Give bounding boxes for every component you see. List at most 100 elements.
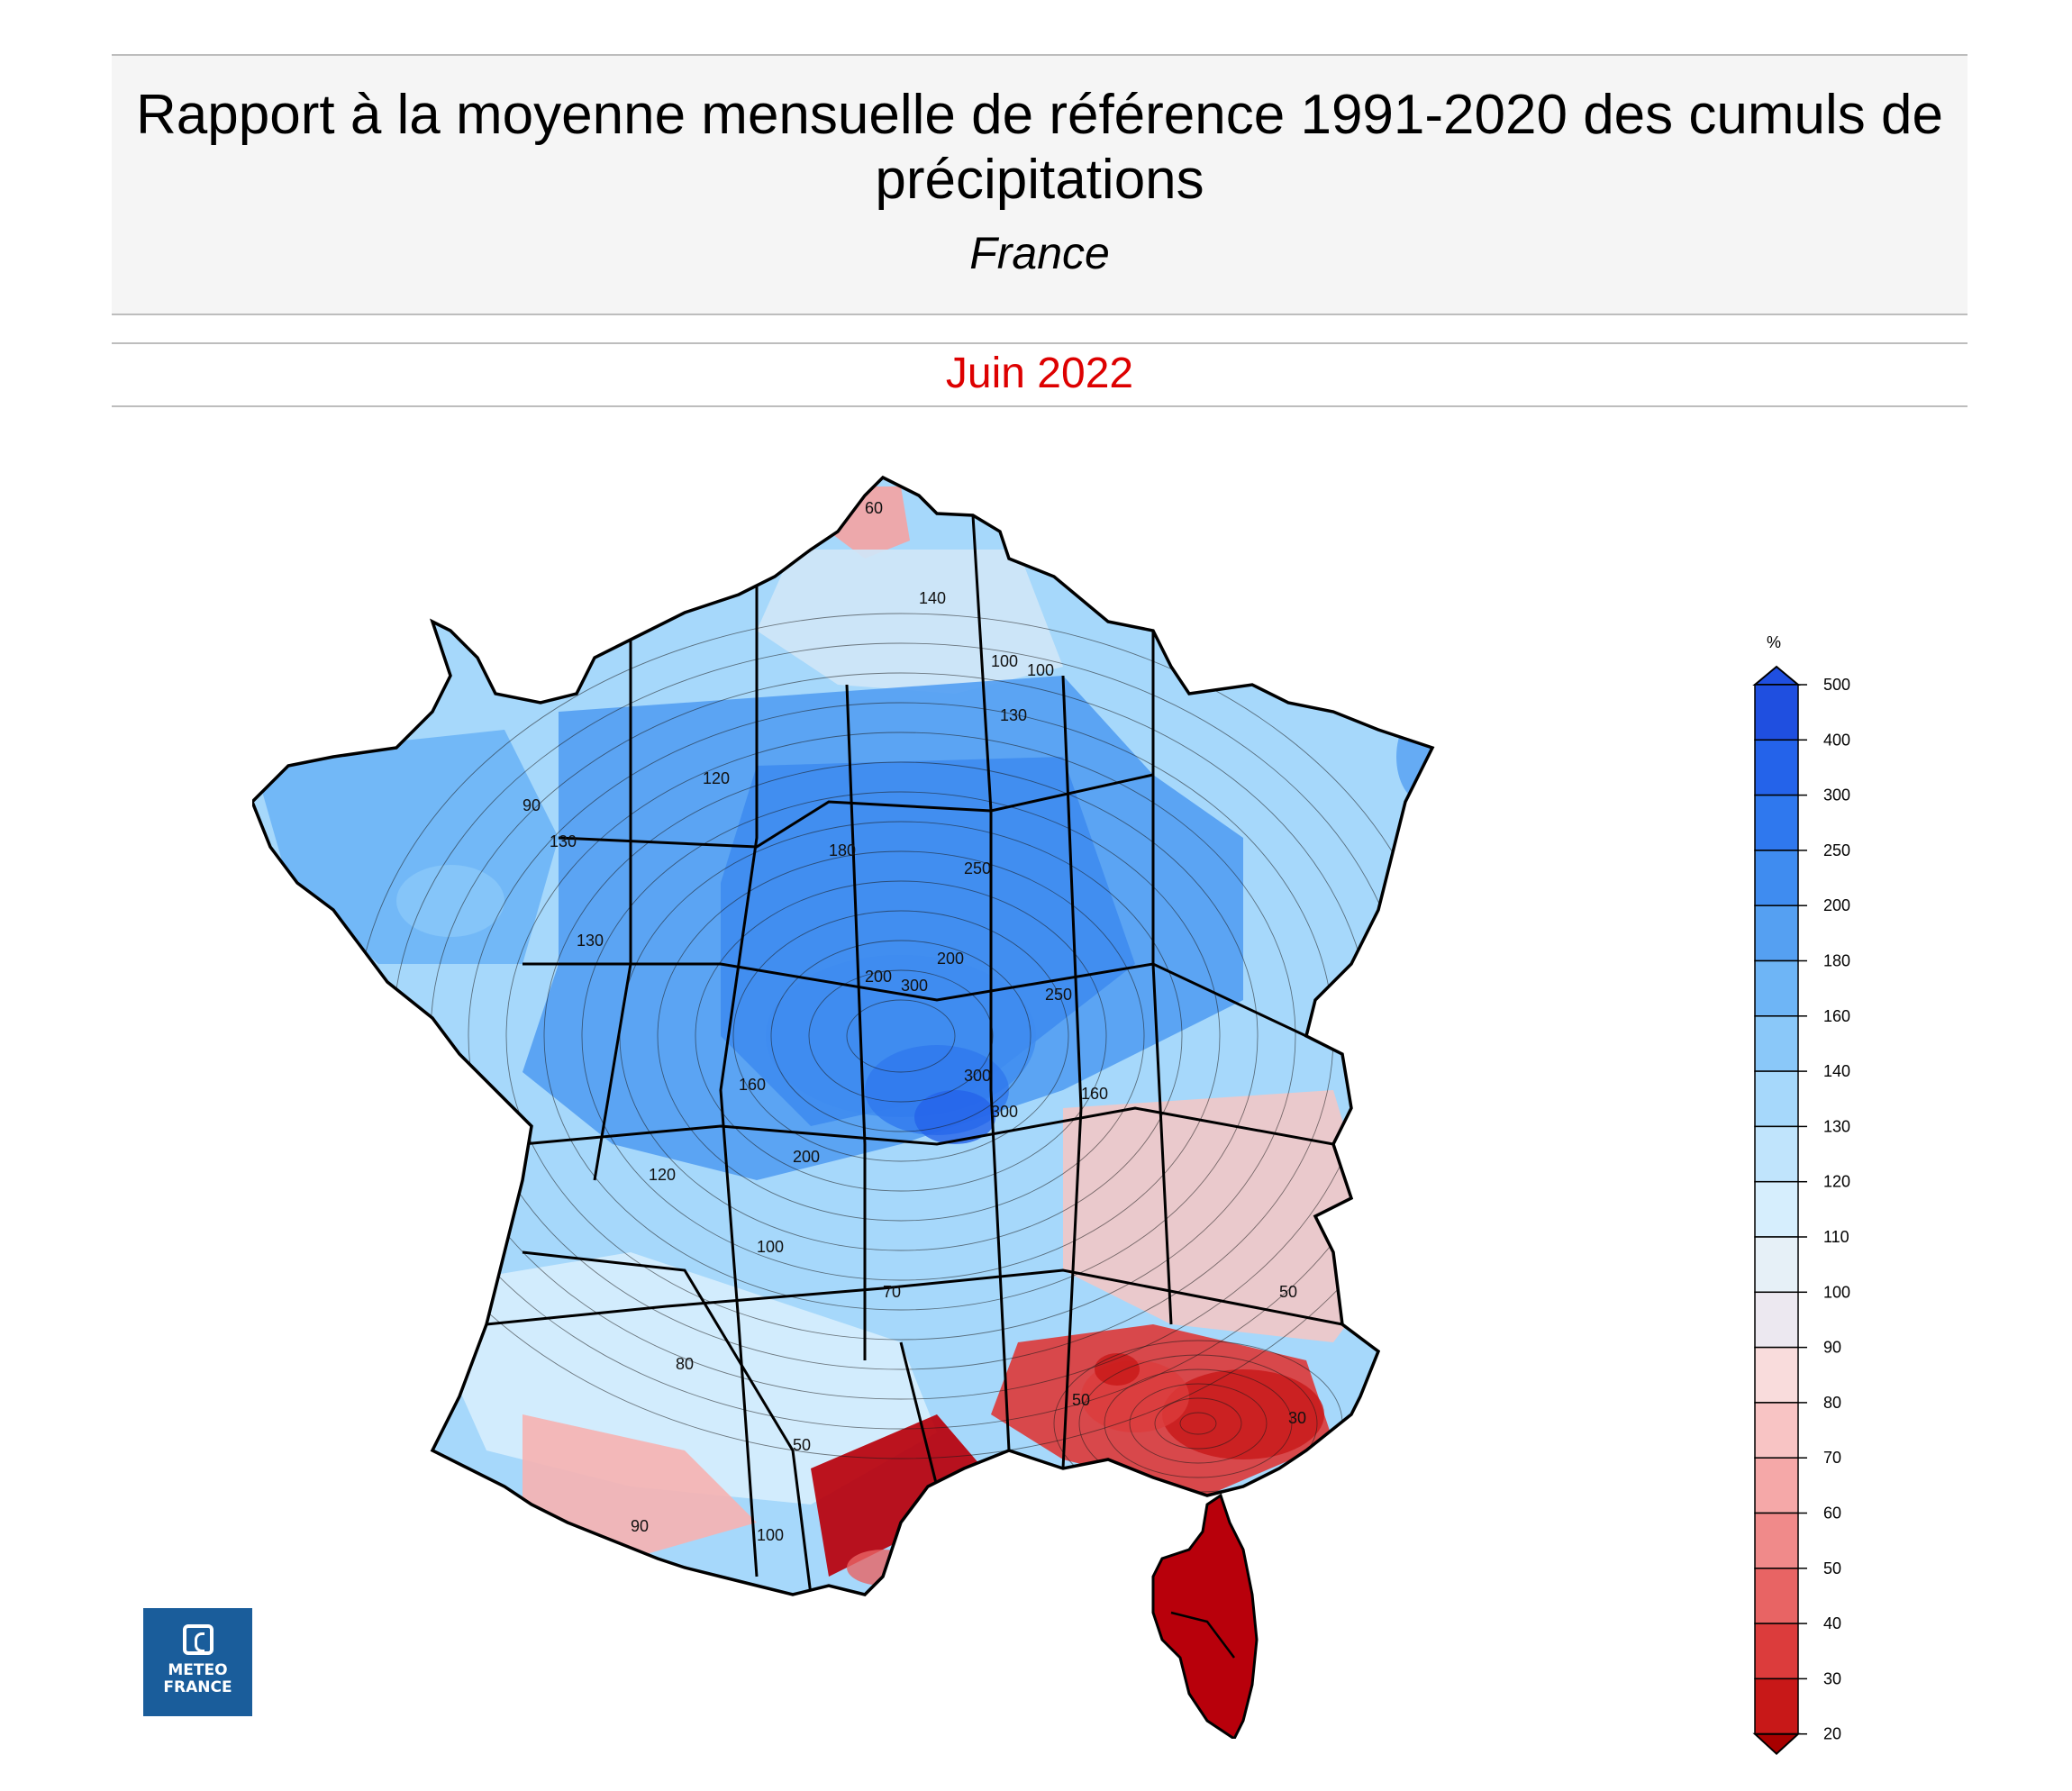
logo-line-2: FRANCE — [163, 1678, 232, 1696]
legend-label: 300 — [1823, 786, 1850, 805]
contour-label: 120 — [703, 769, 730, 787]
isoline — [1154, 1397, 1242, 1450]
legend-swatch — [1754, 1346, 1799, 1404]
precip-core — [847, 1550, 919, 1586]
contour-label: 90 — [631, 1517, 649, 1535]
department-border — [558, 773, 1154, 849]
legend-swatch — [1754, 1568, 1799, 1624]
contour-label: 160 — [739, 1076, 766, 1094]
isoline — [505, 732, 1296, 1341]
legend-label: 250 — [1823, 841, 1850, 859]
legend-swatch — [1754, 1677, 1799, 1735]
legend-label: 100 — [1823, 1283, 1850, 1301]
contour-label: 100 — [757, 1238, 784, 1256]
isoline — [543, 761, 1259, 1311]
legend-label: 90 — [1823, 1339, 1841, 1357]
department-border — [719, 577, 759, 1577]
legend-label: 20 — [1823, 1725, 1841, 1743]
legend-label: 40 — [1823, 1614, 1841, 1632]
contour-label: 80 — [676, 1355, 694, 1373]
logo-line-1: METEO — [168, 1661, 228, 1679]
legend-bottom-arrow — [1752, 1732, 1801, 1756]
precip-core — [1095, 1353, 1140, 1386]
contour-label: 140 — [919, 589, 946, 607]
contour-label: 300 — [991, 1103, 1018, 1121]
contour-label: 100 — [757, 1526, 784, 1544]
department-border — [523, 962, 1307, 1038]
legend-label: 130 — [1823, 1117, 1850, 1135]
legend-label: 70 — [1823, 1449, 1841, 1467]
contour-label: 100 — [991, 652, 1018, 670]
corsica — [1151, 1493, 1259, 1739]
legend-swatch — [1754, 1457, 1799, 1514]
contour-label: 130 — [550, 832, 577, 850]
legend-label: 60 — [1823, 1505, 1841, 1523]
contour-label: 250 — [964, 859, 991, 877]
legend-swatch — [1754, 1512, 1799, 1569]
contour-label: 120 — [649, 1166, 676, 1184]
legend-unit: % — [1767, 633, 1782, 651]
precip-core — [1162, 1369, 1324, 1459]
precip-zone — [523, 1414, 757, 1559]
precip-zone — [757, 550, 1063, 694]
contour-label: 180 — [829, 841, 856, 859]
period-label: Juin 2022 — [112, 342, 1967, 407]
contour-label: 130 — [577, 932, 604, 950]
legend-swatch — [1754, 1291, 1799, 1349]
contour-label: 50 — [1279, 1283, 1297, 1301]
legend-swatch — [1754, 684, 1799, 741]
contour-label: 50 — [793, 1436, 811, 1454]
legend-swatch — [1754, 1070, 1799, 1128]
contour-label: 60 — [865, 499, 883, 517]
contour-label: 200 — [865, 968, 892, 986]
legend-label: 120 — [1823, 1173, 1850, 1191]
legend-label: 50 — [1823, 1559, 1841, 1577]
legend-swatch — [1754, 1623, 1799, 1680]
precip-core — [1396, 712, 1432, 802]
precip-core — [914, 1090, 995, 1144]
department-border — [1170, 1611, 1235, 1659]
contour-label: 160 — [1081, 1085, 1108, 1103]
legend-swatch — [1754, 850, 1799, 906]
contour-label: 300 — [901, 977, 928, 995]
isoline — [581, 791, 1221, 1281]
department-border — [1151, 631, 1173, 1325]
isoline — [1104, 1368, 1293, 1478]
isoline — [846, 999, 956, 1073]
department-border — [522, 1106, 1334, 1146]
isoline — [808, 969, 994, 1103]
legend-swatch — [1754, 959, 1799, 1017]
precip-core — [396, 865, 504, 937]
isoline — [1179, 1412, 1217, 1435]
precip-zone — [811, 1414, 991, 1577]
legend-label: 80 — [1823, 1394, 1841, 1412]
legend-swatch — [1754, 1402, 1799, 1459]
department-border — [522, 1250, 813, 1595]
isoline — [1129, 1383, 1268, 1464]
legend-label: 180 — [1823, 952, 1850, 970]
legend-label: 30 — [1823, 1669, 1841, 1687]
department-border — [899, 1341, 939, 1487]
legend-label: 500 — [1823, 676, 1850, 694]
color-scale-legend: 500 400 300 250 200 180 160 140 130 120 110 100 90 80… — [1752, 665, 1850, 1756]
map-title: Rapport à la moyenne mensuelle de référe… — [136, 84, 1943, 211]
contour-label: 200 — [937, 950, 964, 968]
contour-label: 50 — [1072, 1391, 1090, 1409]
contour-label: 130 — [1000, 706, 1027, 724]
header-panel: Rapport à la moyenne mensuelle de référe… — [112, 54, 1967, 315]
legend-label: 400 — [1823, 731, 1850, 749]
legend-swatch — [1754, 1015, 1799, 1072]
department-border — [971, 514, 1011, 1451]
legend-label: 140 — [1823, 1062, 1850, 1080]
legend-label: 160 — [1823, 1007, 1850, 1025]
legend-swatch — [1754, 1180, 1799, 1238]
isoline — [657, 850, 1145, 1222]
legend-top-arrow — [1752, 665, 1801, 686]
legend-swatch — [1754, 794, 1799, 851]
legend-swatch — [1754, 1125, 1799, 1183]
legend-label: 110 — [1823, 1228, 1849, 1246]
isoline — [770, 940, 1031, 1132]
department-border — [593, 640, 632, 1181]
legend-label: 200 — [1823, 896, 1850, 914]
